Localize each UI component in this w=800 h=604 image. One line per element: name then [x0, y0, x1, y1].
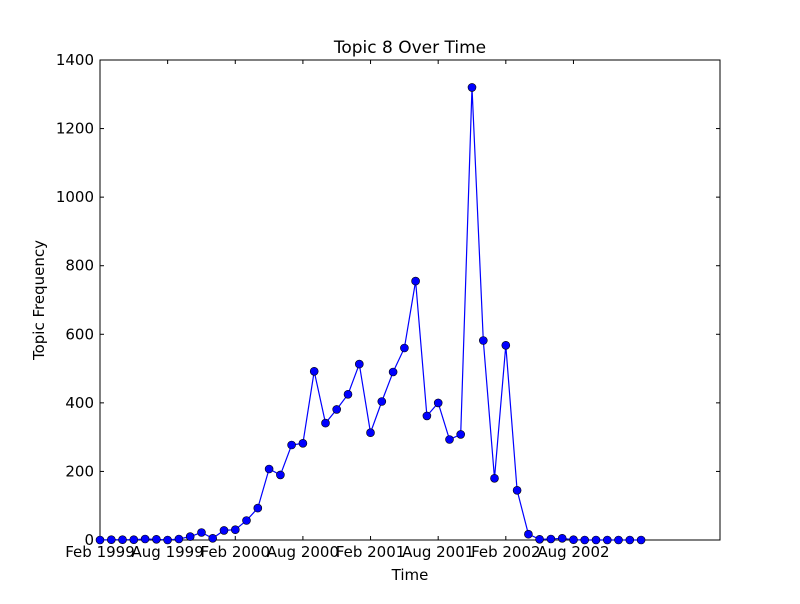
- x-tick-label: Feb 1999: [65, 543, 135, 561]
- data-point: [636, 535, 646, 545]
- data-point: [614, 535, 623, 545]
- data-point: [242, 516, 251, 525]
- data-point: [501, 340, 511, 350]
- data-point: [546, 534, 556, 544]
- data-point: [95, 535, 105, 545]
- x-tick-label: Feb 2001: [336, 543, 406, 561]
- series-line: [99, 87, 642, 541]
- y-tick-label: 600: [65, 325, 94, 343]
- data-point: [388, 367, 398, 377]
- y-tick-label: 0: [84, 531, 94, 549]
- y-tick-label: 1000: [56, 188, 94, 206]
- x-axis-label: Time: [391, 566, 429, 584]
- data-point: [298, 438, 308, 448]
- data-point: [524, 529, 533, 539]
- data-point: [107, 535, 116, 545]
- data-point: [219, 526, 229, 535]
- y-tick-label: 800: [65, 257, 94, 275]
- data-point: [625, 535, 635, 545]
- data-point: [467, 83, 477, 92]
- data-point: [354, 359, 364, 369]
- data-point: [343, 389, 353, 399]
- data-point: [276, 470, 285, 480]
- data-point: [478, 336, 488, 345]
- data-point: [569, 535, 578, 545]
- data-point: [208, 533, 217, 543]
- data-point: [118, 535, 127, 545]
- data-point: [174, 534, 184, 544]
- data-point: [422, 411, 432, 421]
- y-tick-label: 1400: [56, 51, 94, 69]
- x-tick-label: Feb 2002: [471, 543, 541, 561]
- data-point: [557, 533, 567, 543]
- data-point: [253, 503, 263, 513]
- data-point: [231, 525, 240, 535]
- y-tick-label: 1200: [56, 120, 94, 138]
- axes-frame: [99, 59, 721, 541]
- data-point: [602, 535, 612, 545]
- data-point: [366, 428, 375, 438]
- data-point: [411, 276, 420, 286]
- data-point: [140, 534, 150, 544]
- data-point: [185, 532, 195, 541]
- data-point: [163, 535, 172, 545]
- data-point: [321, 418, 330, 428]
- x-tick-label: Aug 2002: [537, 543, 609, 561]
- y-axis-label: Topic Frequency: [30, 240, 48, 361]
- x-tick-label: Aug 2001: [402, 543, 474, 561]
- data-point: [287, 440, 296, 450]
- data-point: [591, 535, 601, 545]
- data-point: [332, 405, 342, 414]
- data-point: [377, 397, 387, 406]
- chart-title: Topic 8 Over Time: [333, 38, 486, 58]
- data-point: [129, 535, 139, 545]
- data-point: [264, 464, 274, 474]
- data-point: [400, 343, 409, 353]
- y-tick-label: 400: [65, 394, 94, 412]
- x-tick-label: Aug 1999: [132, 543, 204, 561]
- data-point: [433, 398, 443, 408]
- x-tick-label: Aug 2000: [267, 543, 339, 561]
- data-point: [456, 430, 466, 439]
- data-point: [512, 485, 522, 495]
- data-point: [197, 528, 206, 537]
- data-point: [490, 473, 499, 483]
- data-point: [580, 535, 590, 545]
- y-tick-label: 200: [65, 462, 94, 480]
- data-point: [445, 435, 454, 444]
- data-point: [152, 534, 161, 544]
- data-point: [309, 366, 319, 376]
- x-tick-label: Feb 2000: [201, 543, 271, 561]
- data-point: [535, 534, 544, 544]
